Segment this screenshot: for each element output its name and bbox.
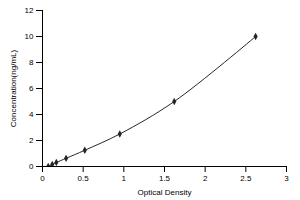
svg-text:12: 12: [25, 6, 34, 15]
svg-text:Concentration(ng/mL): Concentration(ng/mL): [9, 49, 18, 127]
svg-text:1.5: 1.5: [159, 174, 171, 183]
svg-text:0: 0: [40, 174, 45, 183]
svg-text:2: 2: [203, 174, 208, 183]
svg-text:2.5: 2.5: [240, 174, 252, 183]
svg-text:2: 2: [29, 136, 34, 145]
svg-text:3: 3: [284, 174, 289, 183]
svg-text:8: 8: [29, 58, 34, 67]
svg-text:Optical Density: Optical Density: [138, 188, 192, 197]
svg-text:10: 10: [25, 32, 34, 41]
svg-text:0.5: 0.5: [78, 174, 90, 183]
svg-text:1: 1: [122, 174, 127, 183]
svg-text:6: 6: [29, 84, 34, 93]
svg-text:0: 0: [29, 162, 34, 171]
svg-text:4: 4: [29, 110, 34, 119]
